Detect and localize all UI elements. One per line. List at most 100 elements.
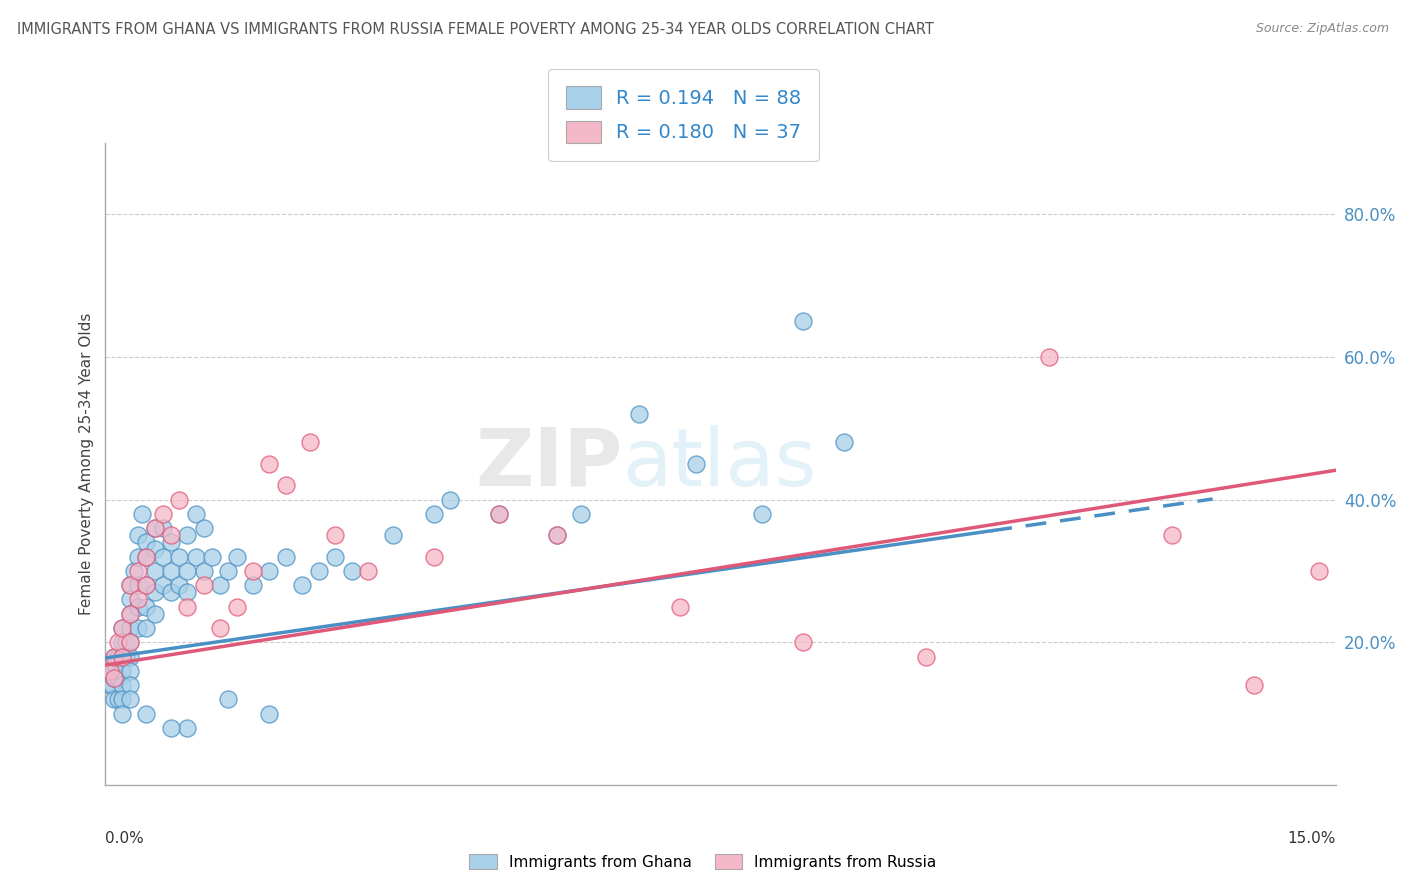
Point <box>127 564 149 578</box>
Point <box>242 578 264 592</box>
Point <box>274 549 297 564</box>
Point <box>299 435 322 450</box>
Point <box>111 649 134 664</box>
Point <box>259 706 281 721</box>
Point <box>107 671 129 685</box>
Point <box>751 507 773 521</box>
Point <box>201 549 224 564</box>
Point <box>160 585 183 599</box>
Point <box>209 621 232 635</box>
Point <box>127 549 149 564</box>
Point <box>135 621 157 635</box>
Point <box>120 578 141 592</box>
Text: 0.0%: 0.0% <box>105 831 145 846</box>
Point <box>176 564 198 578</box>
Point <box>1160 528 1182 542</box>
Point <box>120 592 141 607</box>
Point <box>340 564 363 578</box>
Point <box>107 692 129 706</box>
Point <box>160 535 183 549</box>
Point <box>131 507 153 521</box>
Text: ZIP: ZIP <box>475 425 621 503</box>
Text: atlas: atlas <box>621 425 817 503</box>
Point <box>152 549 174 564</box>
Point <box>792 635 814 649</box>
Point <box>98 678 121 692</box>
Point <box>111 621 134 635</box>
Point <box>111 635 134 649</box>
Point <box>422 549 444 564</box>
Point <box>357 564 380 578</box>
Point <box>193 564 215 578</box>
Point <box>422 507 444 521</box>
Point <box>111 664 134 678</box>
Point <box>242 564 264 578</box>
Point <box>127 528 149 542</box>
Point <box>308 564 330 578</box>
Point <box>120 607 141 621</box>
Point <box>135 578 157 592</box>
Point <box>120 678 141 692</box>
Point <box>218 692 240 706</box>
Point <box>104 657 127 671</box>
Point <box>259 564 281 578</box>
Point <box>160 564 183 578</box>
Point <box>225 549 247 564</box>
Point <box>160 528 183 542</box>
Point <box>103 692 125 706</box>
Point <box>135 549 157 564</box>
Point <box>135 578 157 592</box>
Point <box>111 621 134 635</box>
Point <box>115 649 138 664</box>
Point <box>120 621 141 635</box>
Point <box>1038 350 1060 364</box>
Point <box>122 564 145 578</box>
Point <box>120 607 141 621</box>
Point <box>914 649 936 664</box>
Point <box>274 478 297 492</box>
Point <box>120 664 141 678</box>
Point <box>120 635 141 649</box>
Legend: Immigrants from Ghana, Immigrants from Russia: Immigrants from Ghana, Immigrants from R… <box>461 846 945 877</box>
Point <box>152 521 174 535</box>
Point <box>169 549 191 564</box>
Point <box>120 649 141 664</box>
Point <box>627 407 650 421</box>
Point <box>103 664 125 678</box>
Point <box>98 664 121 678</box>
Legend: R = 0.194   N = 88, R = 0.180   N = 37: R = 0.194 N = 88, R = 0.180 N = 37 <box>548 69 820 161</box>
Point <box>143 521 166 535</box>
Point <box>152 507 174 521</box>
Point <box>103 649 125 664</box>
Point <box>569 507 592 521</box>
Point <box>176 585 198 599</box>
Point <box>127 599 149 614</box>
Point <box>103 671 125 685</box>
Point <box>184 549 207 564</box>
Point <box>546 528 568 542</box>
Point <box>100 664 122 678</box>
Point <box>291 578 314 592</box>
Point <box>176 721 198 735</box>
Point <box>832 435 855 450</box>
Point <box>193 521 215 535</box>
Point <box>101 678 124 692</box>
Point <box>152 578 174 592</box>
Point <box>143 521 166 535</box>
Point <box>209 578 232 592</box>
Text: 15.0%: 15.0% <box>1288 831 1336 846</box>
Point <box>111 692 134 706</box>
Point <box>143 542 166 557</box>
Point <box>111 706 134 721</box>
Point <box>381 528 404 542</box>
Point <box>115 635 138 649</box>
Point <box>792 314 814 328</box>
Point <box>685 457 707 471</box>
Point <box>668 599 690 614</box>
Point <box>225 599 247 614</box>
Point <box>120 692 141 706</box>
Point <box>103 671 125 685</box>
Point <box>103 649 125 664</box>
Point <box>135 706 157 721</box>
Point <box>218 564 240 578</box>
